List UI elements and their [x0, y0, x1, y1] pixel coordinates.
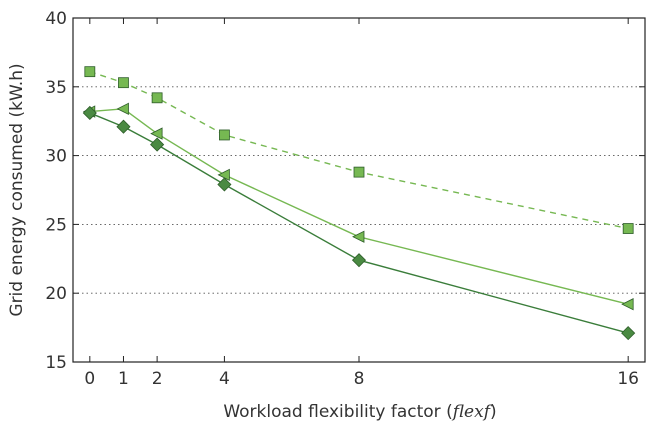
point-diamond: [150, 137, 165, 152]
point-square: [622, 223, 634, 234]
point-diamond: [351, 253, 367, 268]
x-tick-label: 0: [84, 369, 95, 389]
point-square: [118, 77, 129, 89]
y-tick-label: 30: [45, 147, 67, 167]
point-diamond: [621, 326, 636, 341]
plot-frame: [72, 17, 646, 363]
series-line: [89, 112, 629, 334]
series-triangle-left: [82, 102, 634, 311]
point-triangle: [116, 102, 129, 115]
point-triangle: [150, 127, 163, 140]
series-square: [84, 66, 634, 234]
point-triangle: [621, 298, 634, 311]
y-tick-label: 20: [45, 284, 67, 304]
x-axis-label: Workload flexibility factor (flexf): [223, 402, 496, 422]
point-square: [353, 166, 365, 178]
x-tick-label: 16: [617, 369, 639, 389]
x-tick-label: 2: [152, 369, 163, 389]
point-diamond: [217, 177, 232, 192]
point-triangle: [352, 230, 365, 243]
x-tick-label: 4: [219, 369, 230, 389]
point-square: [219, 129, 230, 141]
y-axis-label: Grid energy consumed (kW.h): [7, 63, 27, 316]
point-square: [84, 66, 96, 78]
series-line: [89, 108, 629, 305]
series-group: [82, 66, 636, 341]
point-diamond: [82, 105, 97, 121]
gridlines: [73, 86, 645, 294]
y-tick-label: 15: [45, 353, 67, 373]
x-tick-label: 1: [118, 369, 129, 389]
y-tick-label: 25: [45, 215, 67, 235]
x-tick-label: 8: [354, 369, 365, 389]
point-diamond: [116, 119, 131, 134]
y-tick-label: 35: [45, 78, 67, 98]
point-triangle: [217, 168, 230, 182]
y-tick-label: 40: [45, 9, 67, 29]
series-line: [89, 70, 629, 230]
axis-ticks: 15 20 25 30 35 40 0 1 2 4 8 16: [45, 9, 645, 389]
series-diamond: [82, 105, 636, 341]
point-square: [151, 92, 163, 104]
